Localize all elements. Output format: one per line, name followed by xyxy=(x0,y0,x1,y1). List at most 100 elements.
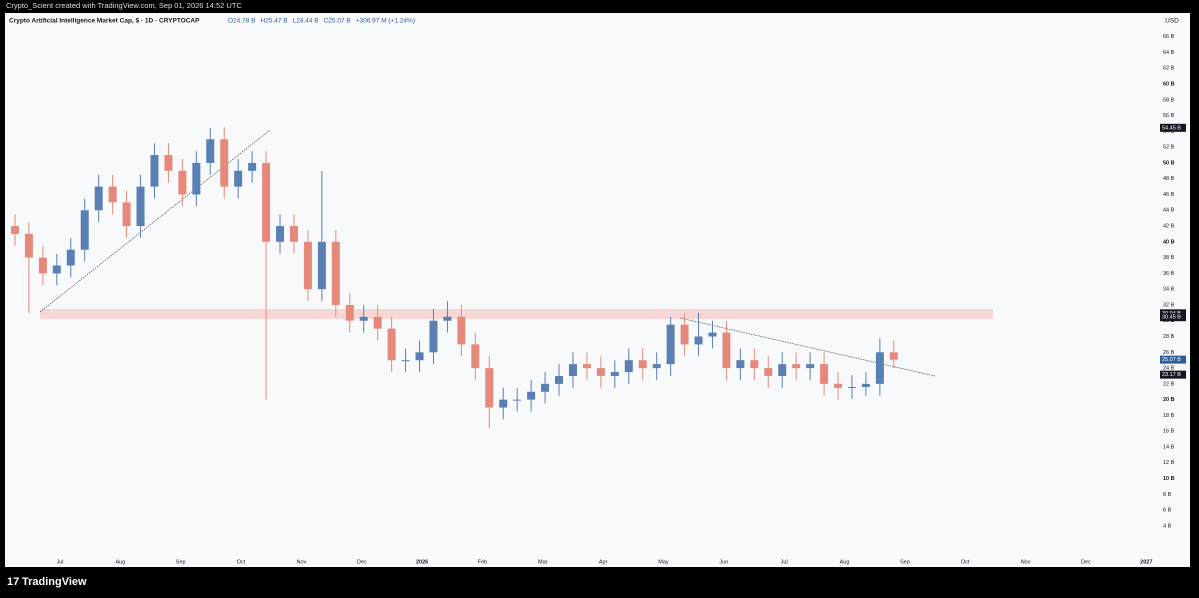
candle-body xyxy=(206,139,215,163)
x-tick-label: 2026 xyxy=(416,559,428,565)
y-tick-label: 58 B xyxy=(1163,97,1175,103)
y-tick-label: 20 B xyxy=(1163,397,1175,403)
price-label: 54.45 B xyxy=(1162,125,1181,131)
candle-body xyxy=(624,360,633,373)
candle-body xyxy=(638,360,647,369)
candle-body xyxy=(443,316,452,321)
x-tick-label: Mar xyxy=(538,559,548,565)
price-label-box xyxy=(1160,355,1186,364)
y-tick-label: 22 B xyxy=(1163,381,1175,387)
candle-body xyxy=(596,368,605,376)
y-tick-label: 26 B xyxy=(1163,350,1175,356)
x-tick-label: Apr xyxy=(599,559,608,565)
y-tick-label: 12 B xyxy=(1163,460,1175,466)
x-tick-label: Dec xyxy=(357,559,367,565)
candle-body xyxy=(875,352,884,384)
x-tick-label: Nov xyxy=(297,559,307,565)
candle-body xyxy=(80,210,89,250)
candle-body xyxy=(387,328,396,361)
candle-body xyxy=(94,186,103,211)
price-label-box xyxy=(1160,370,1186,379)
candle-body xyxy=(820,364,829,384)
candle-body xyxy=(192,162,201,195)
y-tick-label: 8 B xyxy=(1163,492,1172,498)
price-label: 30.45 B xyxy=(1162,315,1181,321)
candle-body xyxy=(485,368,494,408)
y-tick-label: 28 B xyxy=(1163,334,1175,340)
candle-body xyxy=(24,233,33,258)
x-tick-label: Oct xyxy=(961,559,970,565)
candle-body xyxy=(331,241,340,305)
y-tick-label: 24 B xyxy=(1163,366,1175,372)
candle-body xyxy=(276,226,285,242)
candle-body xyxy=(680,324,689,345)
candle-body xyxy=(708,332,717,337)
candle-body xyxy=(178,170,187,195)
y-tick-label: 30 B xyxy=(1163,318,1175,324)
candle-body xyxy=(652,364,661,369)
x-tick-label: Jul xyxy=(56,559,63,565)
candle-body xyxy=(66,249,75,266)
price-label-box xyxy=(1160,313,1186,322)
x-tick-label: Aug xyxy=(840,559,850,565)
y-tick-label: 34 B xyxy=(1163,287,1175,293)
y-tick-label: 6 B xyxy=(1163,508,1172,514)
candle-body xyxy=(373,316,382,329)
candle-body xyxy=(234,170,243,187)
x-tick-label: Oct xyxy=(237,559,246,565)
y-tick-label: 32 B xyxy=(1163,302,1175,308)
x-tick-label: Sep xyxy=(900,559,910,565)
x-tick-label: Aug xyxy=(115,559,125,565)
candle-body xyxy=(415,352,424,361)
candle-body xyxy=(359,316,368,321)
y-tick-label: 46 B xyxy=(1163,192,1175,198)
y-tick-label: 62 B xyxy=(1163,66,1175,72)
candle-body xyxy=(792,364,801,369)
candle-body xyxy=(806,364,815,369)
trend-line xyxy=(39,129,271,313)
footer xyxy=(0,567,1199,598)
candle-body xyxy=(303,241,312,290)
price-label-box xyxy=(1160,123,1186,132)
y-tick-label: 56 B xyxy=(1163,113,1175,119)
currency: USD xyxy=(1165,18,1179,25)
y-tick-label: 54 B xyxy=(1163,129,1175,135)
candle-body xyxy=(541,383,550,392)
candle-body xyxy=(568,364,577,376)
candle-body xyxy=(164,155,173,171)
x-tick-label: Sep xyxy=(176,559,186,565)
price-label: 23.17 B xyxy=(1162,372,1181,378)
ohlc-value: H25.47 B xyxy=(260,18,287,25)
y-tick-label: 4 B xyxy=(1163,523,1172,529)
y-tick-label: 18 B xyxy=(1163,413,1175,419)
candle-body xyxy=(220,139,229,187)
candle-body xyxy=(555,375,564,384)
ohlc-value: O24.78 B xyxy=(228,18,255,25)
candle-body xyxy=(248,162,257,171)
candle-body xyxy=(582,364,591,369)
candle-body xyxy=(889,352,898,360)
y-tick-label: 38 B xyxy=(1163,255,1175,261)
candle-body xyxy=(666,324,675,365)
candle-body xyxy=(289,226,298,242)
candle-body xyxy=(457,316,466,345)
candle-body xyxy=(150,155,159,187)
x-tick-label: Feb xyxy=(478,559,487,565)
chart-area xyxy=(5,13,1190,567)
candle-body xyxy=(736,360,745,369)
y-tick-label: 66 B xyxy=(1163,34,1175,40)
y-tick-label: 44 B xyxy=(1163,208,1175,214)
y-tick-label: 48 B xyxy=(1163,176,1175,182)
y-tick-label: 50 B xyxy=(1163,160,1175,166)
brand-logo: 17 xyxy=(7,576,19,588)
y-tick-label: 10 B xyxy=(1163,476,1175,482)
candle-body xyxy=(38,257,47,274)
trend-line xyxy=(679,317,936,377)
brand: TradingView xyxy=(22,576,87,588)
resistance-zone xyxy=(40,309,993,319)
candle-body xyxy=(750,360,759,369)
credit: Crypto_Scient created with TradingView.c… xyxy=(6,1,242,10)
candle-body xyxy=(10,226,19,234)
y-tick-label: 42 B xyxy=(1163,224,1175,230)
